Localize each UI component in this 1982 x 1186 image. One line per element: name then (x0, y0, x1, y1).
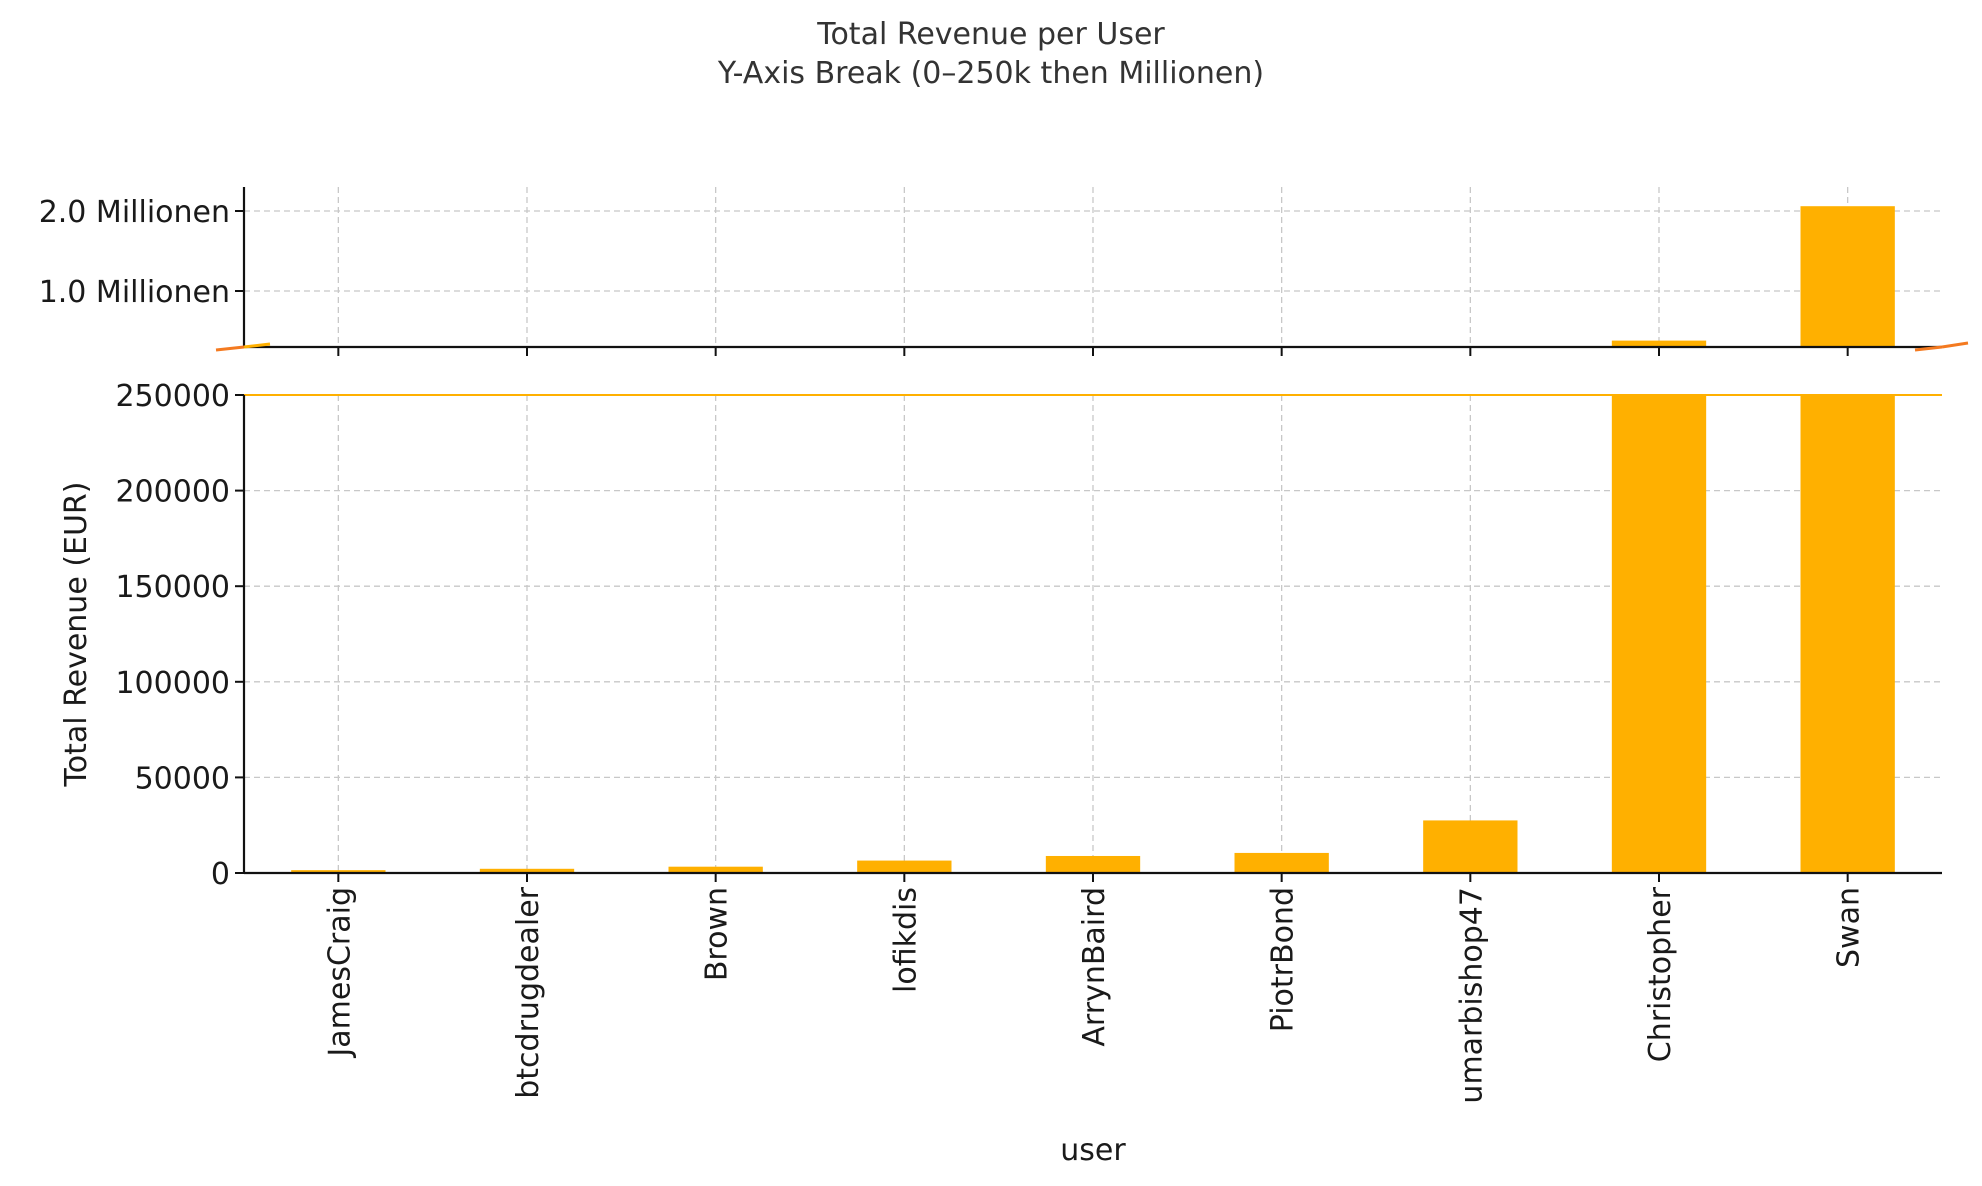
upper-gridlines (244, 187, 1942, 347)
x-tick-label: btcdrugdealer (511, 886, 546, 1098)
x-tick-label: umarbishop47 (1454, 887, 1489, 1104)
lower-y-tick-label: 250000 (115, 379, 230, 414)
lower-y-tick-label: 100000 (115, 666, 230, 701)
axis-break-marks (215, 341, 1969, 352)
upper-y-ticks: 1.0 Millionen 2.0 Millionen (39, 195, 244, 310)
upper-y-tick-label: 1.0 Millionen (39, 275, 230, 310)
lower-y-tick-label: 50000 (135, 761, 230, 796)
chart-title: Total Revenue per User (816, 17, 1165, 52)
break-mark-left-low (215, 345, 245, 352)
bar-lower-Christopher (1611, 395, 1707, 873)
bar-upper-Christopher (1611, 340, 1707, 347)
lower-y-tick-label: 150000 (115, 570, 230, 605)
bar-lower-ArrynBaird (1045, 855, 1141, 873)
lower-y-tick-label: 200000 (115, 475, 230, 510)
x-tick-label: lofikdis (888, 887, 923, 993)
x-tick-label: JamesCraig (322, 887, 357, 1059)
x-tick-label: ArrynBaird (1077, 887, 1112, 1047)
lower-bars (291, 395, 1895, 873)
x-tick-label: Swan (1832, 887, 1867, 968)
upper-bars (1611, 206, 1895, 347)
bar-lower-Brown (668, 866, 763, 873)
bar-upper-Swan (1800, 206, 1895, 347)
x-tick-label: Brown (700, 887, 735, 981)
x-axis-label: user (1060, 1133, 1126, 1168)
bar-lower-btcdrugdealer (479, 868, 575, 873)
x-tick-label: Christopher (1643, 886, 1678, 1062)
y-axis-label: Total Revenue (EUR) (59, 482, 94, 788)
bar-lower-umarbishop47 (1423, 820, 1518, 873)
lower-y-tick-label: 0 (211, 857, 230, 892)
bar-lower-lofikdis (857, 860, 952, 873)
chart-subtitle: Y-Axis Break (0–250k then Millionen) (717, 56, 1264, 91)
break-mark-left-high (243, 342, 271, 349)
break-mark-right-low (1914, 345, 1943, 352)
x-tick-label: PiotrBond (1266, 887, 1301, 1032)
upper-y-tick-label: 2.0 Millionen (39, 195, 230, 230)
lower-y-ticks: 0 50000 100000 150000 200000 250000 (115, 379, 244, 892)
bar-lower-Swan (1800, 395, 1895, 873)
bar-lower-PiotrBond (1234, 852, 1329, 873)
break-mark-right-high (1941, 341, 1969, 349)
x-ticks: JamesCraig btcdrugdealer Brown lofikdis Arry… (322, 347, 1867, 1104)
bar-lower-JamesCraig (291, 870, 386, 873)
